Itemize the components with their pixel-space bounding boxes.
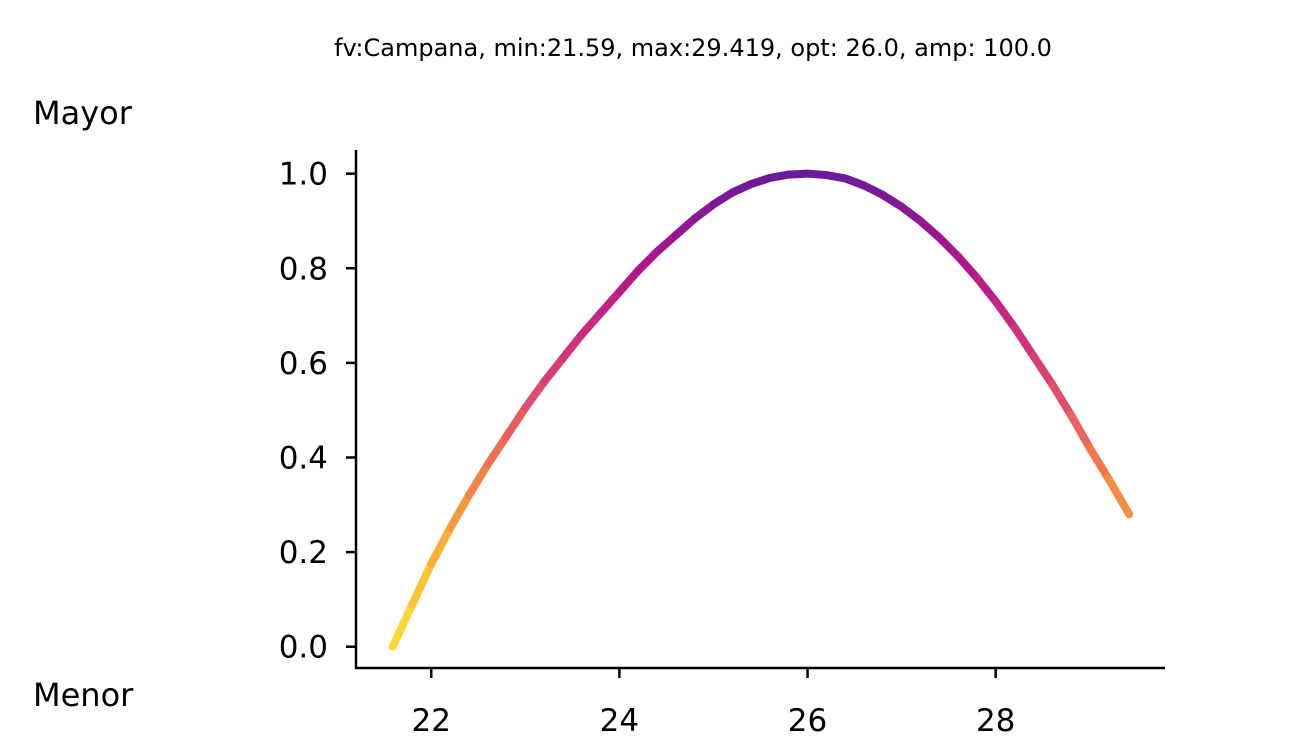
top-label: Mayor <box>33 94 133 132</box>
line-segment <box>521 377 549 412</box>
line-segment <box>446 491 473 533</box>
y-tick-label: 0.8 <box>279 251 328 287</box>
line-segment <box>1010 323 1038 360</box>
line-segment <box>558 330 586 363</box>
y-tick-label: 0.6 <box>279 346 328 382</box>
line-segment <box>671 214 699 240</box>
line-segment <box>464 460 492 500</box>
y-axis-ticks: 0.0 0.2 0.4 0.6 0.8 1.0 <box>279 157 356 666</box>
x-tick-label: 28 <box>976 703 1015 739</box>
bottom-label: Menor <box>33 676 134 714</box>
line-segment <box>1029 351 1057 389</box>
line-segment <box>991 297 1019 332</box>
y-tick-label: 0.0 <box>279 630 328 666</box>
y-tick-label: 0.2 <box>279 535 328 571</box>
line-segment <box>577 309 605 339</box>
x-tick-label: 24 <box>600 703 639 739</box>
line-segment <box>1085 444 1113 483</box>
line-segment <box>954 252 981 282</box>
line-segment <box>1104 474 1134 519</box>
line-segment <box>408 559 436 609</box>
line-segment <box>1066 410 1094 453</box>
x-axis-ticks: 22 24 26 28 <box>412 668 1015 739</box>
line-segment <box>388 600 417 651</box>
line-segment <box>596 287 624 318</box>
series-line <box>388 169 1134 651</box>
line-segment <box>935 233 963 261</box>
y-tick-label: 1.0 <box>279 157 328 193</box>
x-tick-label: 22 <box>412 703 451 739</box>
line-segment <box>653 231 680 256</box>
line-segment <box>483 432 511 469</box>
x-tick-label: 26 <box>788 703 827 739</box>
line-segment <box>615 266 643 296</box>
chart-title: fv:Campana, min:21.59, max:29.419, opt: … <box>334 34 1052 62</box>
line-segment <box>540 354 567 386</box>
line-segment <box>634 247 662 275</box>
line-segment <box>916 216 944 242</box>
line-segment <box>502 403 530 441</box>
line-segment <box>972 273 1000 306</box>
line-segment <box>427 524 455 568</box>
line-segment <box>1048 380 1075 419</box>
y-tick-label: 0.4 <box>279 440 328 476</box>
